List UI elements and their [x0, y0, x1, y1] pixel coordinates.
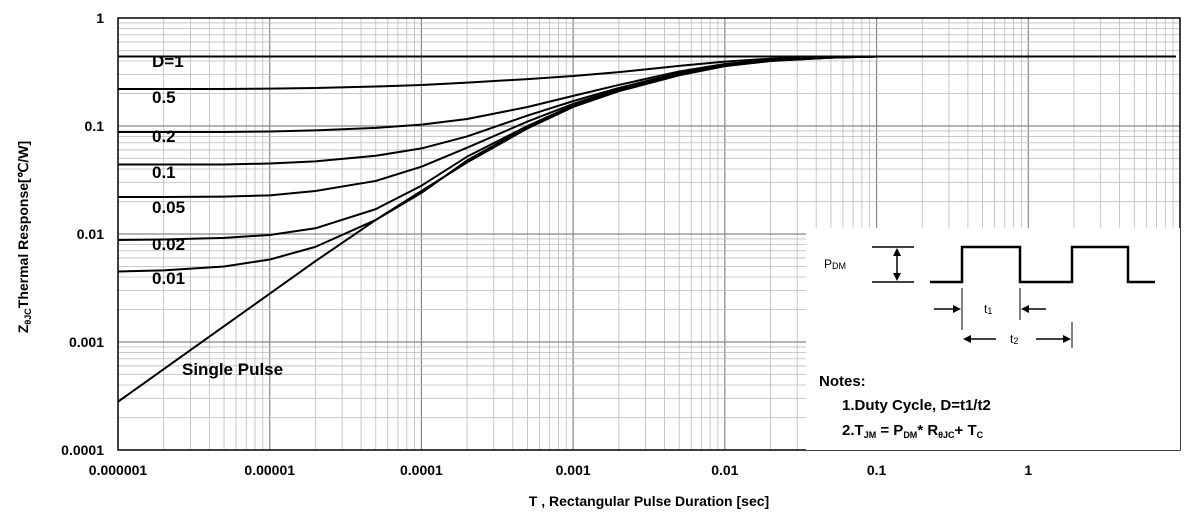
x-tick-labels: 0.000001 0.00001 0.0001 0.001 0.01 0.1 1	[89, 462, 1033, 478]
t1-arrow-right-head-icon	[1021, 305, 1029, 313]
pdm-arrow-head-top-icon	[893, 248, 901, 256]
curve-label-single-pulse: Single Pulse	[182, 360, 283, 379]
pulse-waveform	[930, 245, 1155, 284]
y-tick-label: 0.01	[77, 226, 104, 242]
notes-title: Notes:	[819, 373, 866, 390]
curve-label-0-2: 0.2	[152, 127, 176, 146]
pulse-diagram: PDM t1 t2	[824, 245, 1155, 348]
curve-single-pulse	[117, 55, 1176, 403]
x-tick-label: 0.00001	[244, 462, 295, 478]
pdm-label: PDM	[824, 257, 846, 271]
x-tick-label: 0.0001	[400, 462, 443, 478]
curve-label-0-01: 0.01	[152, 269, 185, 288]
curve-0-05	[118, 55, 1176, 199]
x-tick-label: 0.01	[711, 462, 738, 478]
x-tick-label: 0.1	[867, 462, 887, 478]
y-tick-label: 0.1	[85, 118, 105, 134]
curve-label-d1: D=1	[152, 52, 184, 71]
curve-label-0-05: 0.05	[152, 198, 185, 217]
t1-label: t1	[984, 302, 992, 316]
x-tick-label: 0.001	[556, 462, 591, 478]
curve-0-1	[118, 55, 1176, 166]
notes-line-1: 1.Duty Cycle, D=t1/t2	[842, 397, 991, 414]
t2-label: t2	[1010, 332, 1018, 346]
y-tick-label: 1	[96, 10, 104, 26]
curve-label-0-1: 0.1	[152, 163, 176, 182]
pdm-arrow-head-bottom-icon	[893, 273, 901, 281]
curve-label-0-5: 0.5	[152, 88, 176, 107]
y-axis-title: ZθJCThermal Response[℃/W]	[15, 141, 33, 333]
curve-label-0-02: 0.02	[152, 235, 185, 254]
y-tick-label: 0.001	[69, 334, 104, 350]
curves	[117, 55, 1176, 403]
t1-arrow-left-head-icon	[953, 305, 961, 313]
y-tick-label: 0.0001	[61, 442, 104, 458]
curve-0-2	[118, 55, 1176, 133]
x-tick-label: 1	[1024, 462, 1032, 478]
x-axis-title: T , Rectangular Pulse Duration [sec]	[529, 493, 769, 509]
t2-arrow-left-head-icon	[963, 335, 971, 343]
y-tick-labels: 1 0.1 0.01 0.001 0.0001	[61, 10, 104, 458]
t2-arrow-right-head-icon	[1063, 335, 1071, 343]
notes-line-2: 2.TJM = PDM* RθJC+ TC	[842, 422, 984, 440]
x-tick-label: 0.000001	[89, 462, 148, 478]
notes: Notes: 1.Duty Cycle, D=t1/t2 2.TJM = PDM…	[819, 373, 991, 440]
